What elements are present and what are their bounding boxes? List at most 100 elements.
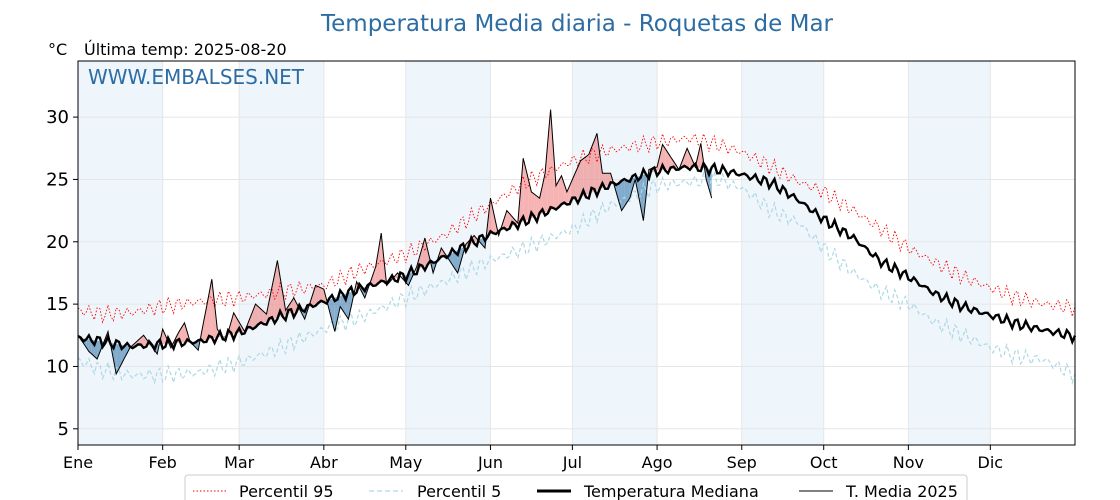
fill-below-median — [629, 178, 633, 199]
fill-above-median — [293, 297, 297, 312]
y-unit-label: °C — [48, 40, 67, 59]
x-tick-label: Dic — [978, 453, 1004, 472]
fill-below-median — [452, 251, 455, 269]
y-tick-label: 25 — [46, 169, 69, 190]
legend-p95-label: Percentil 95 — [239, 482, 334, 500]
fill-above-median — [588, 147, 592, 194]
last-temp-label: Última temp: 2025-08-20 — [84, 40, 287, 59]
y-tick-label: 30 — [46, 107, 69, 128]
fill-below-median — [195, 341, 199, 351]
fill-above-median — [662, 144, 666, 171]
fill-above-median — [250, 311, 253, 329]
fill-above-median — [594, 133, 597, 192]
fill-above-median — [605, 173, 608, 187]
month-band — [908, 61, 991, 445]
legend-box — [184, 474, 968, 500]
fill-below-median — [97, 340, 100, 359]
fill-below-median — [454, 250, 458, 273]
series-median-line — [77, 160, 1077, 353]
x-tick-label: Jun — [477, 453, 503, 472]
fill-above-median — [550, 109, 554, 210]
fill-above-median — [143, 335, 147, 346]
month-band — [239, 61, 324, 445]
x-tick-label: May — [389, 453, 422, 472]
fill-above-median — [162, 329, 166, 344]
fill-above-median — [523, 158, 526, 222]
plot-frame — [77, 60, 1076, 446]
fill-above-median — [572, 173, 576, 201]
y-tick-label: 5 — [58, 419, 69, 440]
fill-above-median — [375, 249, 379, 284]
fill-above-median — [558, 175, 562, 207]
fill-above-median — [520, 158, 524, 223]
x-tick-label: Jul — [562, 453, 582, 472]
x-tick-label: Abr — [310, 453, 338, 472]
fill-below-median — [624, 179, 627, 207]
fill-above-median — [493, 210, 496, 234]
x-tick-label: Ago — [642, 453, 673, 472]
series-2025-line — [77, 109, 713, 376]
fill-above-median — [258, 306, 261, 326]
fill-above-median — [566, 185, 570, 203]
fill-below-median — [638, 175, 641, 207]
chart-title: Temperatura Media diaria - Roquetas de M… — [320, 11, 834, 37]
series-p95-line — [77, 132, 1076, 324]
fill-above-median — [526, 169, 529, 221]
fill-below-median — [643, 174, 647, 221]
fill-below-median — [337, 295, 341, 320]
fill-above-median — [203, 307, 207, 341]
fill-above-median — [373, 266, 376, 285]
legend-p5-label: Percentil 5 — [417, 482, 501, 500]
fill-above-median — [274, 260, 278, 319]
fill-below-median — [119, 344, 122, 369]
fill-above-median — [689, 154, 693, 168]
fill-above-median — [184, 322, 188, 343]
fill-above-median — [321, 287, 324, 303]
fill-below-median — [621, 180, 625, 211]
fill-above-median — [312, 285, 316, 306]
fill-above-median — [381, 233, 384, 283]
legend-2025-label: T. Media 2025 — [845, 482, 958, 500]
fill-above-median — [231, 312, 234, 335]
fill-above-median — [580, 158, 584, 198]
month-band — [572, 61, 658, 445]
fill-below-median — [479, 238, 483, 245]
y-tick-label: 15 — [46, 294, 69, 315]
fill-above-median — [591, 140, 595, 193]
fill-above-median — [378, 233, 382, 284]
fill-above-median — [318, 286, 322, 304]
fill-above-median — [269, 287, 272, 321]
series-p5-line — [77, 170, 1076, 386]
fill-above-median — [504, 210, 507, 229]
watermark-text: WWW.EMBALSES.NET — [88, 65, 305, 89]
month-band — [78, 61, 163, 445]
series-lines — [77, 109, 1077, 386]
fill-above-median — [597, 133, 600, 191]
fill-above-median — [556, 180, 559, 208]
fill-above-median — [261, 309, 264, 325]
fill-above-median — [263, 311, 267, 324]
fill-above-median — [668, 152, 671, 170]
fill-above-median — [181, 322, 185, 343]
fill-below-median — [88, 339, 92, 354]
fill-above-median — [583, 156, 587, 196]
fill-above-median — [665, 148, 668, 170]
x-tick-label: Sep — [727, 453, 757, 472]
month-band — [405, 61, 491, 445]
fill-below-median — [113, 343, 117, 374]
fill-above-median — [140, 335, 144, 346]
fill-above-median — [474, 235, 477, 243]
fill-below-median — [124, 345, 128, 359]
x-tick-label: Ene — [63, 453, 93, 472]
fill-above-median — [698, 143, 701, 168]
fill-below-median — [408, 272, 412, 286]
fill-above-median — [564, 183, 567, 205]
fill-above-median — [599, 153, 603, 190]
x-tick-label: Mar — [224, 453, 255, 472]
fill-below-median — [334, 296, 338, 332]
fill-above-median — [577, 160, 581, 199]
fill-above-median — [534, 194, 537, 218]
y-tick-label: 20 — [46, 232, 69, 253]
legend-median-label: Temperatura Mediana — [583, 482, 759, 500]
y-axis-ticks: 5 10 15 20 25 30 — [46, 107, 78, 440]
